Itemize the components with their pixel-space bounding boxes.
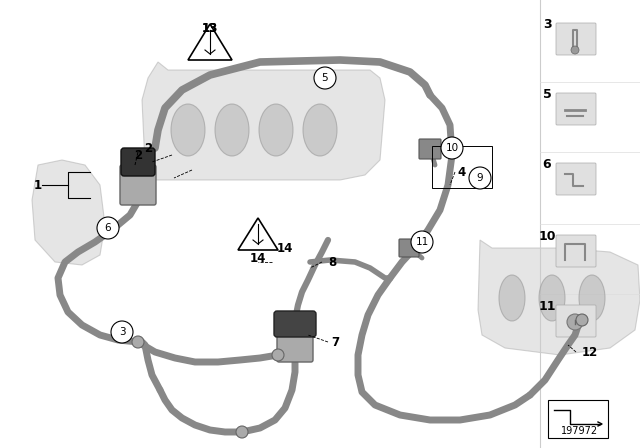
Circle shape (314, 67, 336, 89)
Text: 10: 10 (538, 229, 556, 242)
Circle shape (567, 314, 583, 330)
Text: 14: 14 (250, 251, 266, 264)
FancyBboxPatch shape (399, 239, 419, 257)
Ellipse shape (579, 275, 605, 321)
FancyBboxPatch shape (419, 139, 441, 159)
FancyBboxPatch shape (274, 311, 316, 337)
FancyBboxPatch shape (556, 163, 596, 195)
Polygon shape (32, 160, 105, 265)
Circle shape (132, 336, 144, 348)
Text: 13: 13 (202, 22, 218, 34)
Circle shape (411, 231, 433, 253)
Ellipse shape (215, 104, 249, 156)
Ellipse shape (499, 275, 525, 321)
Circle shape (236, 426, 248, 438)
Circle shape (571, 46, 579, 54)
Ellipse shape (303, 104, 337, 156)
Circle shape (97, 217, 119, 239)
Polygon shape (478, 240, 640, 355)
Polygon shape (188, 24, 232, 60)
Text: 10: 10 (445, 143, 459, 153)
Polygon shape (142, 62, 385, 180)
Circle shape (469, 167, 491, 189)
Circle shape (441, 137, 463, 159)
Text: 2: 2 (144, 142, 152, 155)
Text: 13: 13 (202, 22, 218, 34)
Text: 7: 7 (331, 336, 339, 349)
Text: 197972: 197972 (561, 426, 598, 436)
Text: 11: 11 (538, 300, 556, 313)
FancyBboxPatch shape (548, 400, 608, 438)
Text: 2: 2 (134, 148, 142, 161)
FancyBboxPatch shape (556, 23, 596, 55)
Ellipse shape (539, 275, 565, 321)
Text: 3: 3 (118, 327, 125, 337)
Ellipse shape (171, 104, 205, 156)
Text: 1: 1 (34, 178, 42, 191)
FancyBboxPatch shape (120, 165, 156, 205)
Text: 4: 4 (458, 165, 466, 178)
Text: 5: 5 (322, 73, 328, 83)
FancyBboxPatch shape (556, 93, 596, 125)
Text: 6: 6 (105, 223, 111, 233)
Text: 11: 11 (415, 237, 429, 247)
Text: 9: 9 (477, 173, 483, 183)
FancyBboxPatch shape (121, 148, 155, 176)
FancyBboxPatch shape (556, 305, 596, 337)
Circle shape (576, 314, 588, 326)
Polygon shape (238, 218, 278, 250)
Circle shape (111, 321, 133, 343)
Ellipse shape (259, 104, 293, 156)
FancyBboxPatch shape (277, 322, 313, 362)
Text: 8: 8 (328, 255, 336, 268)
Circle shape (272, 349, 284, 361)
Text: 14: 14 (277, 241, 293, 254)
Text: 12: 12 (582, 345, 598, 358)
FancyBboxPatch shape (556, 235, 596, 267)
Text: 6: 6 (543, 158, 551, 171)
Text: 5: 5 (543, 87, 552, 100)
Text: 3: 3 (543, 17, 551, 30)
